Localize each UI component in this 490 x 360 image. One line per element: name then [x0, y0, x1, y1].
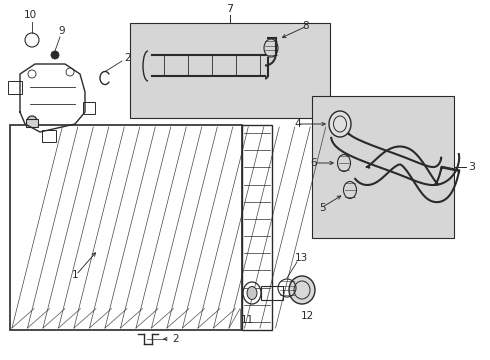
Ellipse shape	[27, 116, 37, 126]
Circle shape	[51, 51, 59, 59]
Text: 2: 2	[172, 334, 179, 344]
Ellipse shape	[329, 111, 351, 137]
Bar	[83, 102, 95, 114]
Text: 7: 7	[226, 4, 234, 14]
Bar	[261, 286, 283, 300]
Bar	[10, 125, 242, 330]
Ellipse shape	[247, 287, 257, 300]
Text: 6: 6	[311, 158, 318, 168]
Text: 3: 3	[468, 162, 475, 172]
Text: 10: 10	[24, 10, 37, 20]
Text: 2: 2	[124, 53, 131, 63]
Bar	[312, 96, 454, 238]
Bar	[42, 130, 56, 142]
Bar	[242, 125, 272, 330]
Text: 9: 9	[59, 26, 65, 36]
Text: 11: 11	[241, 315, 254, 325]
Text: 1: 1	[72, 270, 78, 280]
Text: 13: 13	[294, 253, 308, 263]
Text: 8: 8	[303, 21, 309, 31]
Bar	[8, 81, 22, 94]
Text: 12: 12	[300, 311, 314, 321]
Text: 4: 4	[294, 119, 301, 129]
Bar	[130, 23, 330, 118]
Bar	[26, 119, 38, 127]
Text: 5: 5	[318, 203, 325, 213]
Ellipse shape	[289, 276, 315, 304]
